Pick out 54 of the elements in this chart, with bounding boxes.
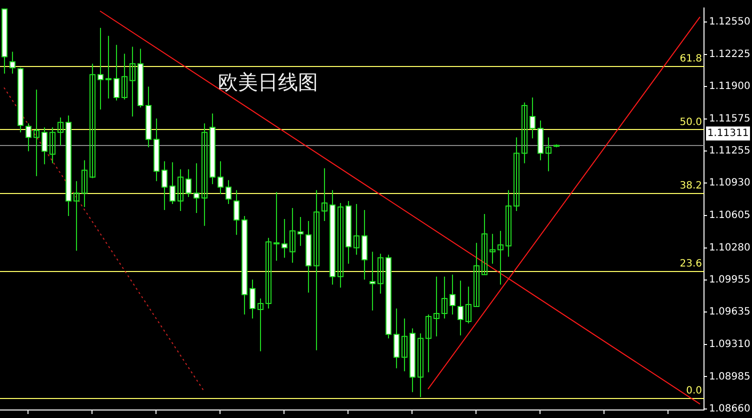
annotation: 61.8	[680, 53, 702, 64]
annotation: 23.6	[680, 258, 702, 270]
candlestick	[354, 204, 360, 256]
candlestick	[482, 213, 488, 276]
candlestick	[82, 160, 88, 208]
candlestick	[426, 314, 432, 373]
annotation: 38.2	[680, 180, 702, 192]
y-tick-label: 1.10280	[709, 242, 750, 254]
candlestick	[474, 242, 480, 308]
candlestick	[34, 89, 40, 177]
candlestick	[322, 168, 328, 222]
candlestick	[442, 276, 448, 319]
candlestick	[178, 168, 184, 212]
candlestick	[130, 46, 136, 117]
candlestick	[514, 136, 520, 212]
y-tick-label: 1.08660	[709, 404, 750, 415]
candlestick	[274, 192, 280, 262]
candlestick	[202, 122, 208, 226]
candlestick	[490, 233, 496, 264]
candlestick	[466, 286, 472, 324]
y-tick-label: 1.11900	[709, 81, 750, 92]
candlestick	[266, 237, 272, 310]
candlestick	[122, 53, 128, 100]
y-tick-label: 1.12550	[709, 16, 750, 28]
y-tick-label: 1.08985	[709, 371, 750, 382]
candlestick	[258, 298, 264, 352]
candlestick	[434, 276, 440, 337]
candlestick	[378, 253, 384, 294]
annotation: 50.0	[680, 116, 702, 128]
candlestick	[58, 116, 64, 146]
candlestick	[402, 318, 408, 372]
candlestick	[290, 208, 296, 264]
y-tick-label: 1.11255	[709, 145, 750, 156]
y-tick-label: 1.10605	[709, 210, 750, 222]
candlestick	[522, 102, 528, 164]
candlestick	[314, 190, 320, 351]
annotation: 0.0	[686, 386, 702, 397]
candlestick	[546, 136, 552, 172]
y-tick-label: 1.10930	[709, 178, 750, 189]
y-tick-label: 1.09635	[709, 306, 750, 318]
candlestick	[90, 63, 96, 179]
candlestick	[506, 190, 512, 258]
y-tick-label: 1.09310	[709, 338, 750, 350]
ref-line-label: 1.11311	[707, 128, 749, 140]
candlestick	[498, 230, 504, 286]
y-tick-label: 1.12225	[709, 48, 750, 60]
y-tick-label: 1.11575	[709, 114, 750, 125]
text: 欧美日线图	[218, 70, 318, 94]
candlestick	[50, 126, 56, 164]
y-tick-label: 1.09955	[709, 274, 750, 286]
candlestick	[418, 332, 424, 398]
candlestick	[106, 35, 112, 100]
candlestick	[74, 180, 80, 252]
candlestick	[338, 202, 344, 288]
